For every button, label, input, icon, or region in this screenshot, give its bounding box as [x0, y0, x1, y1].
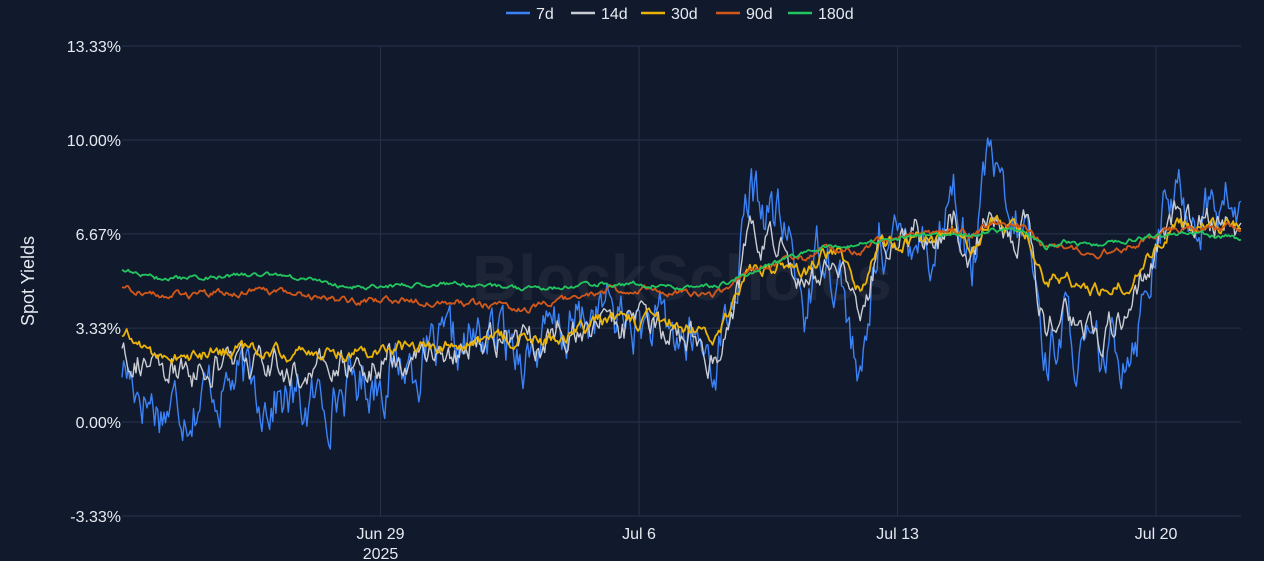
y-tick-label: 10.00%	[67, 133, 121, 150]
y-tick-label: 13.33%	[67, 39, 121, 56]
series-layer	[121, 137, 1242, 450]
legend-item-180d[interactable]: 180d	[788, 6, 854, 23]
legend-label: 180d	[818, 6, 854, 23]
x-tick-label: Jun 29	[356, 526, 404, 543]
legend-label: 14d	[601, 6, 628, 23]
legend-label: 7d	[536, 6, 554, 23]
x-axis-ticks: Jun 29 2025 Jul 6 Jul 13 Jul 20	[356, 526, 1177, 561]
y-tick-label: 6.67%	[76, 227, 121, 244]
series-line-14d	[121, 200, 1242, 389]
legend-item-30d[interactable]: 30d	[641, 6, 698, 23]
legend[interactable]: 7d 14d 30d 90d 180d	[506, 6, 854, 23]
x-tick-sublabel: 2025	[363, 546, 399, 561]
legend-label: 90d	[746, 6, 773, 23]
series-line-30d	[121, 214, 1242, 364]
y-tick-label: 0.00%	[76, 415, 121, 432]
y-tick-label: -3.33%	[70, 509, 121, 526]
series-line-180d	[121, 227, 1242, 292]
legend-label: 30d	[671, 6, 698, 23]
legend-item-90d[interactable]: 90d	[716, 6, 773, 23]
y-axis-ticks: 13.33% 10.00% 6.67% 3.33% 0.00% -3.33%	[67, 39, 121, 526]
y-axis-label: Spot Yields	[18, 236, 38, 326]
legend-item-14d[interactable]: 14d	[571, 6, 628, 23]
legend-item-7d[interactable]: 7d	[506, 6, 554, 23]
x-tick-label: Jul 20	[1135, 526, 1178, 543]
series-line-90d	[121, 220, 1242, 314]
gridlines	[122, 45, 1241, 517]
x-tick-label: Jul 13	[876, 526, 919, 543]
x-tick-label: Jul 6	[622, 526, 656, 543]
y-tick-label: 3.33%	[76, 321, 121, 338]
